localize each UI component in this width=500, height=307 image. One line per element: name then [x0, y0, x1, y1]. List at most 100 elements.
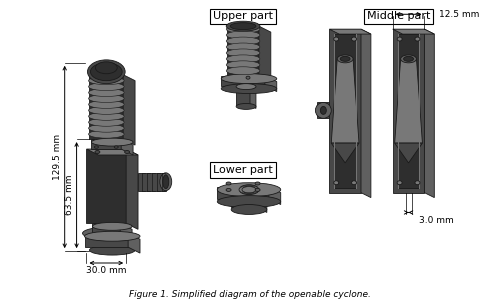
Text: Figure 1. Simplified diagram of the openable cyclone.: Figure 1. Simplified diagram of the open… — [129, 290, 371, 299]
Polygon shape — [318, 103, 330, 118]
Ellipse shape — [96, 62, 117, 74]
Polygon shape — [392, 29, 424, 193]
Ellipse shape — [242, 187, 256, 193]
Ellipse shape — [84, 231, 140, 241]
Text: 12.5 mm: 12.5 mm — [440, 10, 480, 19]
Ellipse shape — [230, 23, 256, 30]
Ellipse shape — [226, 43, 260, 51]
Polygon shape — [86, 149, 126, 223]
Polygon shape — [250, 86, 256, 108]
Polygon shape — [334, 34, 356, 188]
Polygon shape — [269, 187, 280, 204]
Ellipse shape — [242, 186, 256, 193]
Ellipse shape — [334, 37, 338, 41]
Ellipse shape — [92, 222, 132, 230]
Polygon shape — [84, 233, 128, 247]
Polygon shape — [361, 29, 371, 198]
Ellipse shape — [226, 67, 260, 75]
Polygon shape — [92, 139, 121, 149]
Text: 63.5 mm: 63.5 mm — [65, 175, 74, 216]
Ellipse shape — [226, 49, 260, 57]
Text: 129.5 mm: 129.5 mm — [54, 134, 62, 180]
Ellipse shape — [316, 103, 332, 118]
Polygon shape — [398, 34, 419, 188]
Ellipse shape — [334, 181, 338, 185]
Polygon shape — [218, 187, 269, 199]
Ellipse shape — [239, 185, 259, 195]
Ellipse shape — [218, 183, 280, 196]
Text: Upper part: Upper part — [213, 11, 273, 21]
Polygon shape — [255, 199, 267, 212]
Ellipse shape — [226, 25, 260, 33]
Ellipse shape — [239, 186, 259, 194]
Polygon shape — [121, 139, 133, 155]
Ellipse shape — [236, 103, 256, 109]
Polygon shape — [90, 75, 123, 139]
Ellipse shape — [88, 95, 124, 103]
Text: 3.0 mm: 3.0 mm — [420, 216, 454, 225]
Ellipse shape — [226, 188, 231, 191]
Ellipse shape — [82, 227, 130, 239]
Ellipse shape — [90, 63, 122, 81]
Ellipse shape — [124, 150, 130, 154]
Polygon shape — [332, 59, 359, 143]
Polygon shape — [126, 149, 138, 229]
Ellipse shape — [226, 31, 260, 39]
Ellipse shape — [88, 60, 125, 84]
Polygon shape — [92, 223, 120, 233]
Ellipse shape — [415, 181, 420, 185]
Polygon shape — [231, 199, 255, 207]
Ellipse shape — [222, 74, 277, 84]
Ellipse shape — [404, 56, 413, 61]
Polygon shape — [128, 233, 140, 253]
Ellipse shape — [222, 84, 277, 94]
Ellipse shape — [255, 182, 260, 185]
Ellipse shape — [88, 100, 124, 108]
Ellipse shape — [92, 138, 133, 146]
Polygon shape — [394, 59, 422, 143]
Ellipse shape — [337, 55, 353, 63]
Polygon shape — [259, 26, 271, 82]
Polygon shape — [392, 29, 434, 34]
Ellipse shape — [160, 173, 172, 191]
Ellipse shape — [340, 56, 350, 61]
Polygon shape — [330, 29, 361, 193]
Ellipse shape — [352, 37, 356, 41]
Ellipse shape — [88, 124, 124, 132]
Ellipse shape — [226, 61, 260, 69]
Ellipse shape — [88, 107, 124, 114]
Polygon shape — [330, 29, 371, 34]
Ellipse shape — [226, 37, 260, 45]
Polygon shape — [265, 76, 277, 91]
Text: 30.0 mm: 30.0 mm — [86, 266, 126, 275]
Ellipse shape — [88, 89, 124, 96]
Ellipse shape — [320, 107, 326, 114]
Ellipse shape — [88, 112, 124, 120]
Ellipse shape — [226, 21, 260, 31]
Polygon shape — [86, 149, 138, 155]
Ellipse shape — [95, 150, 100, 154]
Ellipse shape — [397, 37, 402, 41]
Polygon shape — [222, 76, 265, 86]
Ellipse shape — [88, 83, 124, 91]
Ellipse shape — [255, 188, 260, 191]
Ellipse shape — [90, 245, 135, 255]
Polygon shape — [332, 143, 359, 163]
Ellipse shape — [352, 181, 356, 185]
Ellipse shape — [397, 181, 402, 185]
Ellipse shape — [114, 146, 118, 148]
Ellipse shape — [218, 196, 280, 208]
Polygon shape — [424, 29, 434, 198]
Ellipse shape — [236, 84, 256, 90]
Ellipse shape — [163, 175, 168, 189]
Ellipse shape — [88, 130, 124, 138]
Ellipse shape — [246, 76, 250, 79]
Polygon shape — [394, 143, 422, 163]
Ellipse shape — [415, 37, 420, 41]
Ellipse shape — [88, 77, 124, 85]
Polygon shape — [123, 75, 135, 145]
Ellipse shape — [400, 55, 416, 63]
Text: Middle part: Middle part — [367, 11, 430, 21]
Text: Lower part: Lower part — [213, 165, 273, 175]
Ellipse shape — [231, 204, 267, 215]
